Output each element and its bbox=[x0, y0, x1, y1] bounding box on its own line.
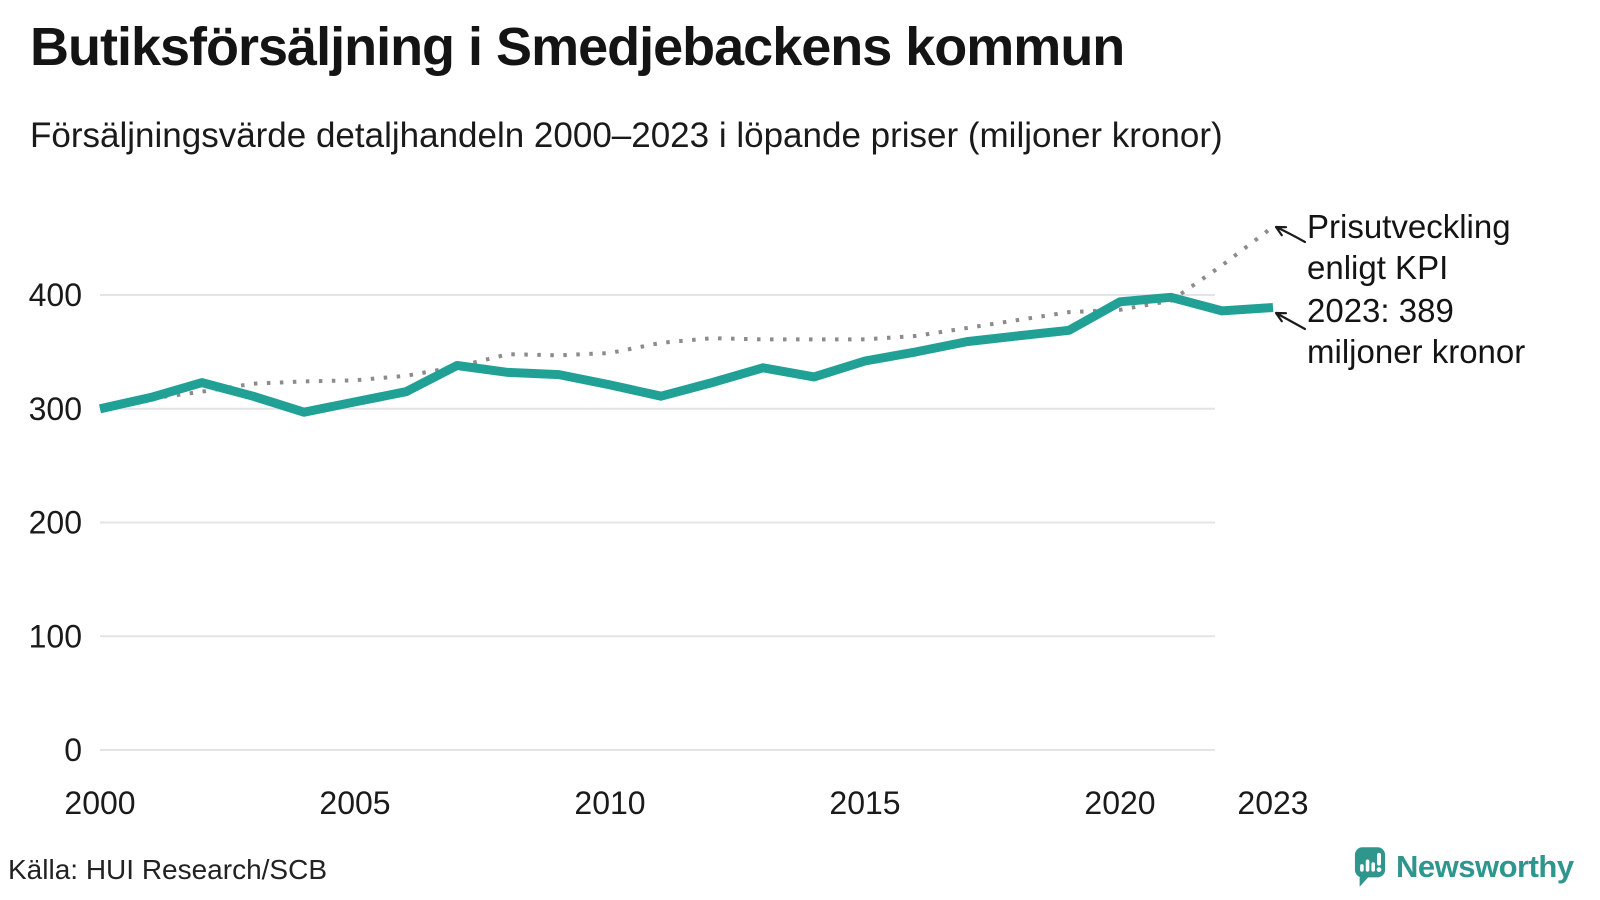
x-tick-label-2005: 2005 bbox=[319, 785, 390, 821]
annotation-kpi-line1: Prisutveckling bbox=[1307, 208, 1511, 245]
x-tick-label-2020: 2020 bbox=[1084, 785, 1155, 821]
retail-sales-line bbox=[99, 292, 1274, 417]
kpi-price-line bbox=[99, 225, 1275, 411]
x-tick-label-2015: 2015 bbox=[829, 785, 900, 821]
annotation-arrow-value bbox=[1274, 311, 1307, 331]
annotation-value-line1: 2023: 389 bbox=[1307, 292, 1454, 329]
page-title: Butiksförsäljning i Smedjebackens kommun bbox=[30, 17, 1125, 77]
y-tick-label-200: 200 bbox=[29, 505, 82, 541]
annotation-arrow-kpi bbox=[1274, 225, 1307, 244]
x-tick-label-2023: 2023 bbox=[1237, 785, 1308, 821]
chart-subtitle: Försäljningsvärde detaljhandeln 2000–202… bbox=[30, 116, 1223, 155]
annotation-value-line2: miljoner kronor bbox=[1307, 333, 1526, 370]
newsworthy-logo-icon bbox=[1354, 847, 1386, 887]
x-tick-label-2000: 2000 bbox=[64, 785, 135, 821]
x-tick-label-2010: 2010 bbox=[574, 785, 645, 821]
y-tick-label-0: 0 bbox=[64, 732, 82, 768]
newsworthy-logo: Newsworthy bbox=[1354, 846, 1574, 888]
y-tick-label-400: 400 bbox=[29, 277, 82, 313]
newsworthy-wordmark: Newsworthy bbox=[1396, 849, 1574, 884]
annotation-2023-value-label: 2023: 389 miljoner kronor bbox=[1307, 290, 1525, 372]
y-tick-label-100: 100 bbox=[29, 618, 82, 654]
annotation-kpi-line2: enligt KPI bbox=[1307, 249, 1449, 286]
y-tick-label-300: 300 bbox=[29, 391, 82, 427]
annotation-kpi-label: Prisutveckling enligt KPI bbox=[1307, 206, 1511, 288]
source-note: Källa: HUI Research/SCB bbox=[8, 854, 328, 885]
